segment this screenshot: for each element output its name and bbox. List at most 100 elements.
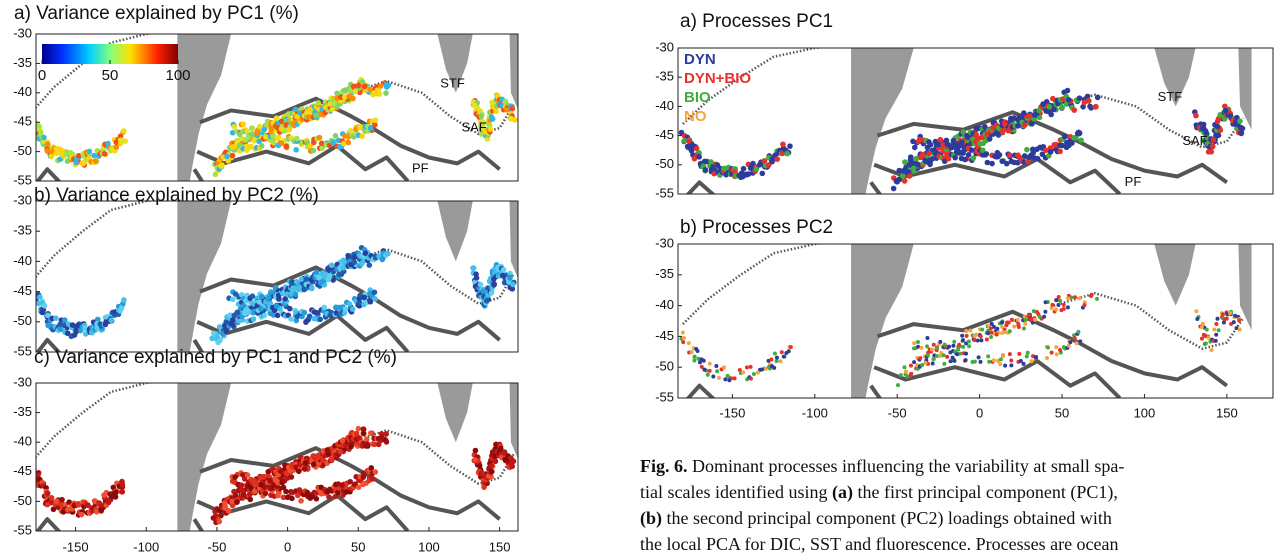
- track-point: [249, 293, 256, 299]
- y-tick-label: -55: [13, 522, 32, 537]
- panel-frame: [35, 200, 519, 353]
- track-point: [1009, 363, 1014, 368]
- track-point: [471, 102, 478, 109]
- y-tick-label: -30: [13, 374, 32, 389]
- track-point: [902, 159, 908, 165]
- track-point: [296, 284, 303, 291]
- track-point: [925, 344, 930, 349]
- track-point: [280, 484, 287, 491]
- track-point: [1001, 121, 1008, 127]
- track-point: [488, 463, 495, 469]
- track-point: [1016, 154, 1023, 161]
- track-point: [339, 482, 346, 489]
- track-point: [345, 252, 351, 259]
- track-point: [702, 367, 707, 372]
- track-point: [991, 324, 996, 329]
- track-point: [1210, 136, 1217, 143]
- track-point: [1215, 132, 1222, 139]
- track-point: [229, 498, 235, 505]
- track-point: [209, 335, 215, 342]
- track-point: [108, 317, 115, 324]
- front: [36, 167, 62, 181]
- track-point: [385, 250, 391, 257]
- track-point: [1237, 327, 1242, 332]
- track-point: [314, 310, 321, 316]
- track-point: [999, 128, 1006, 134]
- track-point: [294, 492, 301, 499]
- track-point: [372, 296, 378, 302]
- track-point: [1054, 352, 1059, 357]
- track-point: [311, 461, 317, 468]
- track-point: [1009, 358, 1014, 363]
- track-point: [349, 306, 356, 312]
- track-point: [916, 136, 923, 143]
- caption-line: (b) the second principal component (PC2)…: [640, 508, 1112, 529]
- track-point: [276, 489, 282, 496]
- front: [192, 168, 205, 181]
- track-point: [1043, 99, 1050, 105]
- track-point: [1056, 302, 1061, 307]
- track-point: [234, 309, 241, 316]
- track-point: [1030, 320, 1035, 325]
- caption-text: (a): [832, 482, 853, 503]
- track-point: [359, 133, 365, 139]
- track-point: [330, 139, 336, 146]
- track-point: [229, 320, 236, 327]
- caption-line: Fig. 6. Dominant processes influencing t…: [640, 456, 1124, 476]
- track-point: [105, 140, 111, 147]
- track-point: [232, 492, 239, 499]
- track-point: [509, 286, 516, 292]
- track-point: [989, 321, 994, 326]
- y-tick-label: -50: [13, 143, 32, 158]
- track-point: [1007, 352, 1012, 357]
- track-point: [908, 363, 913, 368]
- track-point: [704, 158, 710, 165]
- track-point: [781, 354, 786, 359]
- track-point: [240, 121, 246, 127]
- track-point: [240, 302, 247, 309]
- track-point: [210, 515, 217, 521]
- track-point: [1233, 313, 1238, 318]
- track-point: [929, 347, 934, 352]
- track-point: [1001, 354, 1006, 359]
- track-point: [351, 259, 358, 266]
- track-point: [695, 349, 700, 354]
- track-point: [73, 159, 79, 166]
- y-tick-label: -35: [13, 404, 32, 419]
- track-point: [958, 351, 963, 356]
- x-tick-label: 50: [1055, 405, 1069, 420]
- track-point: [1238, 130, 1245, 137]
- track-point: [976, 355, 981, 360]
- track-point: [1066, 296, 1071, 301]
- track-point: [1056, 294, 1061, 299]
- front: [196, 143, 410, 181]
- track-point: [258, 293, 265, 300]
- track-point: [352, 88, 359, 95]
- track-point: [508, 460, 515, 466]
- track-point: [36, 472, 41, 478]
- track-point: [301, 466, 308, 472]
- track-point: [57, 156, 63, 162]
- track-point: [911, 144, 918, 151]
- y-tick-label: -35: [13, 223, 32, 238]
- colorbar-label: 0: [38, 67, 46, 84]
- track-point: [1231, 320, 1236, 325]
- track-point: [1078, 339, 1083, 344]
- track-point: [244, 472, 251, 478]
- track-point: [278, 140, 285, 147]
- track-point: [313, 495, 320, 502]
- track-point: [938, 339, 943, 344]
- track-point: [1237, 318, 1242, 323]
- track-point: [489, 468, 495, 475]
- track-point: [326, 274, 332, 281]
- track-point: [1065, 305, 1070, 310]
- track-point: [1066, 343, 1071, 348]
- track-point: [364, 441, 371, 448]
- track-point: [1058, 298, 1063, 303]
- track-point: [960, 338, 965, 343]
- track-point: [483, 298, 490, 304]
- track-point: [313, 269, 320, 276]
- track-point: [1088, 293, 1093, 298]
- track-point: [92, 158, 99, 164]
- track-point: [907, 154, 914, 160]
